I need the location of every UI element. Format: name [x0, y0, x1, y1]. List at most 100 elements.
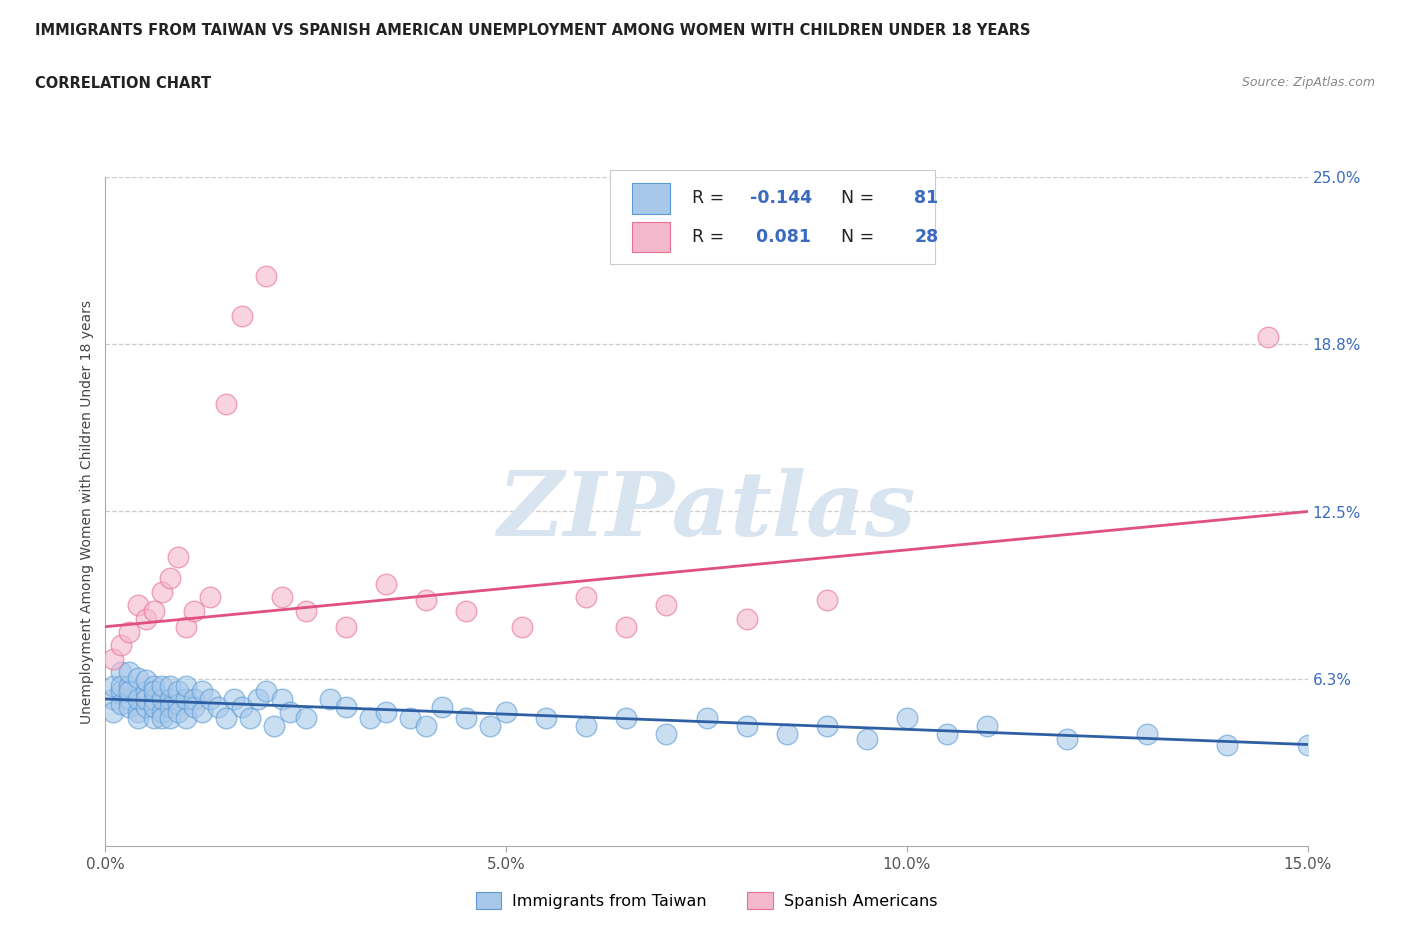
Point — [735, 611, 758, 626]
Point — [616, 619, 638, 634]
Point — [174, 711, 197, 725]
Point — [696, 711, 718, 725]
Point — [127, 711, 149, 725]
Point — [118, 625, 141, 640]
Text: 28: 28 — [914, 228, 939, 246]
Point — [479, 718, 502, 733]
Point — [127, 598, 149, 613]
Point — [159, 711, 181, 725]
Point — [270, 692, 292, 707]
Point — [127, 671, 149, 685]
Bar — [631, 183, 671, 214]
Text: 81: 81 — [914, 190, 939, 207]
Legend: Immigrants from Taiwan, Spanish Americans: Immigrants from Taiwan, Spanish American… — [470, 886, 943, 915]
Point — [335, 619, 357, 634]
Point — [415, 718, 437, 733]
Point — [335, 699, 357, 714]
Point — [118, 684, 141, 698]
Point — [159, 699, 181, 714]
Point — [616, 711, 638, 725]
Point — [142, 678, 165, 693]
Point — [103, 651, 125, 666]
Text: ZIPatlas: ZIPatlas — [498, 468, 915, 555]
Point — [231, 309, 253, 324]
Point — [655, 598, 678, 613]
Point — [118, 678, 141, 693]
Point — [214, 711, 236, 725]
Point — [142, 699, 165, 714]
Point — [150, 678, 173, 693]
Point — [166, 550, 188, 565]
Point — [103, 678, 125, 693]
Point — [295, 711, 318, 725]
Point — [430, 699, 453, 714]
Point — [118, 699, 141, 714]
Point — [118, 665, 141, 680]
Bar — [631, 221, 671, 252]
Point — [135, 672, 157, 687]
Point — [183, 604, 205, 618]
Point — [359, 711, 381, 725]
Point — [183, 699, 205, 714]
Point — [214, 397, 236, 412]
Point — [174, 678, 197, 693]
Point — [270, 590, 292, 604]
Point — [127, 692, 149, 707]
Point — [246, 692, 269, 707]
Point — [150, 711, 173, 725]
Point — [159, 678, 181, 693]
Point — [1136, 726, 1159, 741]
Point — [190, 684, 212, 698]
Point — [142, 692, 165, 707]
Point — [142, 684, 165, 698]
Point — [855, 732, 877, 747]
Point — [415, 592, 437, 607]
Point — [174, 619, 197, 634]
Point — [295, 604, 318, 618]
Point — [110, 684, 132, 698]
Y-axis label: Unemployment Among Women with Children Under 18 years: Unemployment Among Women with Children U… — [80, 299, 94, 724]
Point — [454, 604, 477, 618]
Point — [190, 705, 212, 720]
Text: 0.081: 0.081 — [749, 228, 811, 246]
Point — [103, 692, 125, 707]
Point — [222, 692, 245, 707]
Point — [142, 711, 165, 725]
Point — [103, 705, 125, 720]
Point — [110, 665, 132, 680]
Point — [254, 269, 277, 284]
Point — [254, 684, 277, 698]
Point — [815, 592, 838, 607]
Point — [263, 718, 285, 733]
Point — [150, 584, 173, 599]
Point — [142, 604, 165, 618]
Point — [135, 611, 157, 626]
Point — [534, 711, 557, 725]
Point — [278, 705, 301, 720]
Point — [159, 692, 181, 707]
Point — [510, 619, 533, 634]
Text: -0.144: -0.144 — [749, 190, 811, 207]
Text: CORRELATION CHART: CORRELATION CHART — [35, 76, 211, 91]
Text: R =: R = — [692, 228, 730, 246]
Point — [118, 692, 141, 707]
Point — [198, 692, 221, 707]
Point — [319, 692, 342, 707]
Point — [231, 699, 253, 714]
Point — [374, 577, 398, 591]
Point — [150, 705, 173, 720]
Point — [239, 711, 262, 725]
Point — [110, 697, 132, 711]
FancyBboxPatch shape — [610, 170, 935, 264]
Point — [815, 718, 838, 733]
Point — [399, 711, 422, 725]
Text: IMMIGRANTS FROM TAIWAN VS SPANISH AMERICAN UNEMPLOYMENT AMONG WOMEN WITH CHILDRE: IMMIGRANTS FROM TAIWAN VS SPANISH AMERIC… — [35, 23, 1031, 38]
Point — [776, 726, 799, 741]
Point — [183, 692, 205, 707]
Point — [127, 705, 149, 720]
Point — [495, 705, 517, 720]
Point — [110, 638, 132, 653]
Point — [936, 726, 959, 741]
Point — [735, 718, 758, 733]
Point — [135, 699, 157, 714]
